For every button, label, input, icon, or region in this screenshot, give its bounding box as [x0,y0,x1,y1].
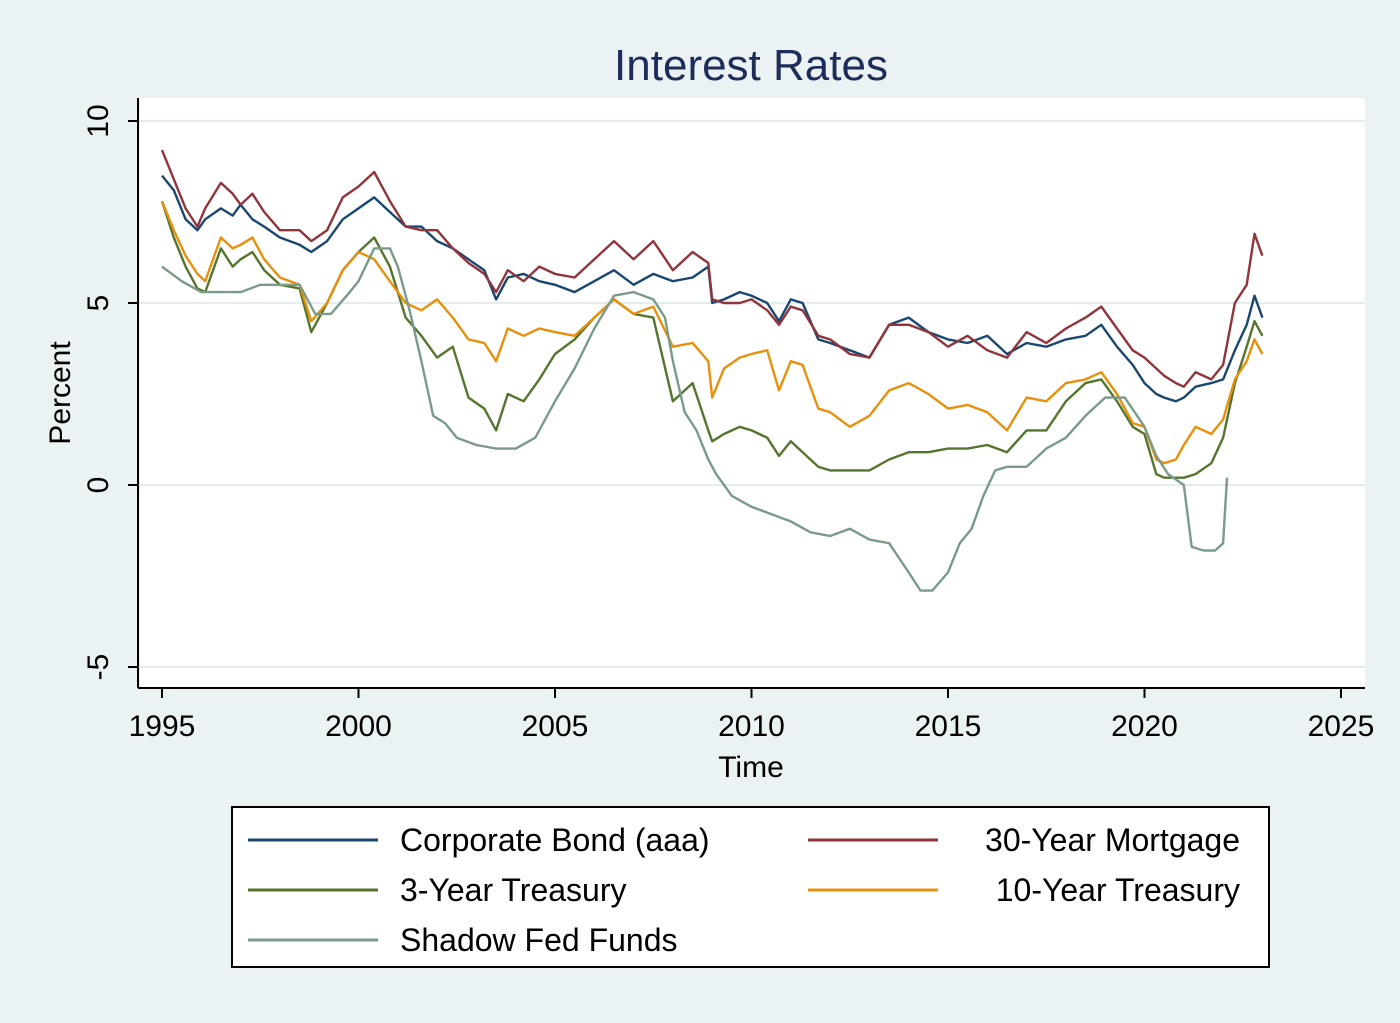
x-tick-label: 2010 [718,710,785,743]
x-tick-label: 2005 [522,710,589,743]
y-tick-label: 0 [82,477,115,494]
legend: Corporate Bond (aaa) 30-Year Mortgage 3-Ye… [248,822,1240,958]
series-line-corporate-bond-aaa [161,174,1264,403]
legend-box [231,806,1270,968]
y-tick-label: 10 [82,104,115,137]
x-axis-label: Time [718,751,784,784]
plot-area [140,98,1365,688]
y-axis-label: Percent [44,341,77,445]
grid [140,120,1365,668]
x-axis-ticks: 1995 2000 2005 2010 2015 2020 2025 [129,688,1375,743]
x-tick-label: 2000 [325,710,392,743]
legend-label: 10-Year Treasury [996,872,1240,908]
legend-label: 30-Year Mortgage [985,822,1240,858]
series-line-shadow-fed-funds [161,247,1229,592]
x-tick-label: 2015 [915,710,982,743]
series-lines [160,149,1264,592]
series-line-30-year-mortgage [160,149,1264,388]
series-line-3-year-treasury [160,200,1264,479]
legend-label: 3-Year Treasury [400,872,626,908]
legend-label: Shadow Fed Funds [400,922,678,958]
y-tick-label: 5 [82,295,115,312]
y-tick-label: -5 [82,654,115,681]
y-axis-ticks: -5 0 5 10 [82,104,138,680]
x-tick-label: 2025 [1308,710,1375,743]
series-line-10-year-treasury [160,200,1264,465]
x-tick-label: 1995 [129,710,196,743]
chart-title: Interest Rates [614,41,888,90]
legend-label: Corporate Bond (aaa) [400,822,710,858]
x-tick-label: 2020 [1111,710,1178,743]
